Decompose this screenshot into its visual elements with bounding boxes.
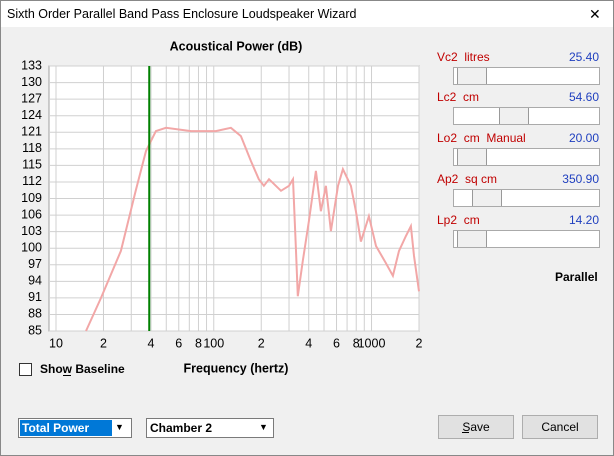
x-tick-label: 4 xyxy=(148,336,155,350)
slider-value: 350.90 xyxy=(562,172,599,186)
y-tick-label: 97 xyxy=(28,257,42,271)
access-key xyxy=(63,375,71,376)
checkbox-label[interactable]: Show Baseline xyxy=(40,362,125,376)
x-tick-label: 2 xyxy=(258,336,265,350)
slider-label: Vc2 litres xyxy=(437,50,490,64)
y-tick-label: 88 xyxy=(28,307,42,321)
slider-value: 14.20 xyxy=(568,213,599,227)
x-tick-label: 2 xyxy=(416,336,423,350)
x-tick-label: 2 xyxy=(100,336,107,350)
y-tick-label: 106 xyxy=(21,207,42,221)
chart: Acoustical Power (dB) Frequency (hertz) … xyxy=(21,39,423,375)
x-tick-label: 6 xyxy=(175,336,182,350)
slider-value: 54.60 xyxy=(568,90,599,104)
slider-label: Lc2 cm xyxy=(437,90,480,104)
dropdown-value: Chamber 2 xyxy=(150,421,213,435)
y-tick-label: 121 xyxy=(21,125,42,139)
title-bar: Sixth Order Parallel Band Pass Enclosure… xyxy=(1,1,613,27)
mode-label: Parallel xyxy=(555,270,598,284)
y-tick-label: 130 xyxy=(21,75,42,89)
x-tick-label: 10 xyxy=(49,336,63,350)
cancel-button[interactable]: Cancel xyxy=(522,415,598,439)
access-key xyxy=(462,432,469,433)
dropdown[interactable]: Chamber 2 ▼ xyxy=(146,418,274,438)
y-tick-label: 91 xyxy=(28,290,42,304)
y-tick-label: 127 xyxy=(21,91,42,105)
slider-value: 25.40 xyxy=(568,50,599,64)
series-line xyxy=(85,126,420,332)
close-button[interactable]: ✕ xyxy=(589,6,601,22)
dropdown-arrow: ▼ xyxy=(115,422,124,432)
chart-title: Acoustical Power (dB) xyxy=(170,39,303,53)
x-tick-label: 6 xyxy=(333,336,340,350)
slider[interactable] xyxy=(453,67,600,85)
slider[interactable] xyxy=(453,230,600,248)
x-tick-label: 100 xyxy=(203,336,224,350)
button-label: Save xyxy=(462,420,490,434)
y-tick-label: 85 xyxy=(28,323,42,337)
x-axis-label: Frequency (hertz) xyxy=(184,361,289,375)
slider-thumb[interactable] xyxy=(499,108,529,124)
slider-label: Lo2 cm Manual xyxy=(437,131,526,145)
slider[interactable] xyxy=(453,107,600,125)
slider-thumb[interactable] xyxy=(472,190,502,206)
checkbox[interactable] xyxy=(19,363,32,376)
slider-label: Lp2 cm xyxy=(437,213,480,227)
slider-thumb[interactable] xyxy=(457,231,487,247)
y-tick-label: 103 xyxy=(21,224,42,238)
y-tick-label: 112 xyxy=(22,174,42,188)
x-tick-label: 1000 xyxy=(358,336,386,350)
y-tick-label: 124 xyxy=(21,108,42,122)
y-tick-label: 115 xyxy=(22,158,42,172)
dropdown-arrow: ▼ xyxy=(259,422,268,432)
slider-value: 20.00 xyxy=(568,131,599,145)
x-tick-label: 8 xyxy=(353,336,360,350)
slider-thumb[interactable] xyxy=(457,149,487,165)
dropdown-value: Total Power xyxy=(20,420,112,436)
slider-label: Ap2 sq cm xyxy=(437,172,498,186)
save-button[interactable]: Save xyxy=(438,415,514,439)
slider[interactable] xyxy=(453,189,600,207)
button-label: Cancel xyxy=(541,420,579,434)
y-tick-label: 133 xyxy=(21,58,42,72)
dropdown[interactable]: Total Power ▼ xyxy=(18,418,132,438)
slider[interactable] xyxy=(453,148,600,166)
y-tick-label: 94 xyxy=(28,274,42,288)
slider-thumb[interactable] xyxy=(457,68,487,84)
window-title: Sixth Order Parallel Band Pass Enclosure… xyxy=(7,7,357,21)
x-tick-label: 4 xyxy=(305,336,312,350)
y-tick-label: 100 xyxy=(21,240,42,254)
x-tick-label: 8 xyxy=(195,336,202,350)
y-tick-label: 118 xyxy=(22,141,42,155)
y-tick-label: 109 xyxy=(21,191,42,205)
